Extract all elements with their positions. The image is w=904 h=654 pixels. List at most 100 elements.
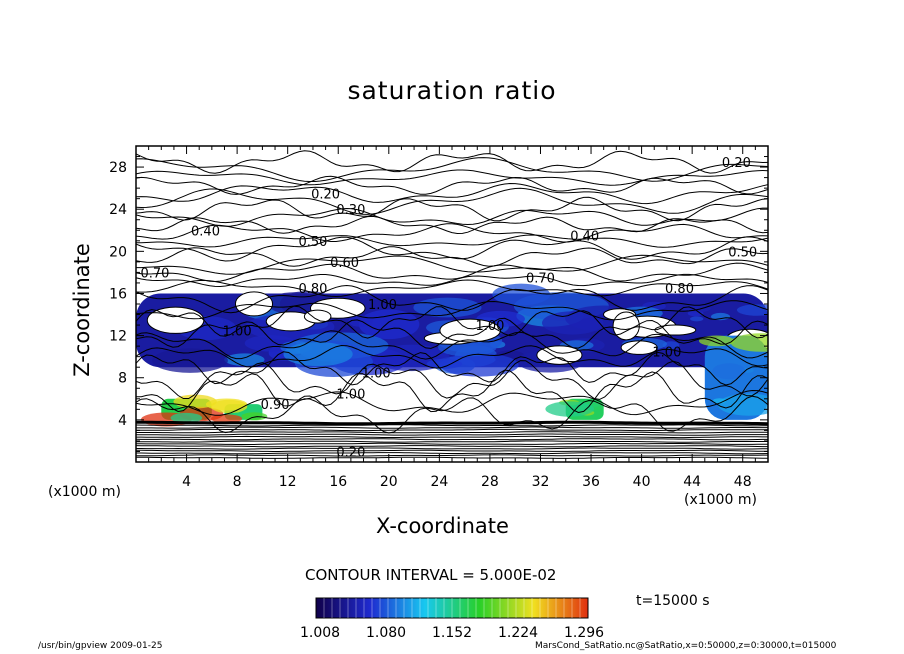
- contour-line: [136, 150, 768, 174]
- contour-line: [136, 262, 768, 283]
- shaded-blob: [224, 353, 265, 366]
- contour-line: [136, 424, 768, 427]
- contour-line: [136, 369, 768, 414]
- contour-line: [136, 196, 768, 222]
- subsaturated-pocket: [536, 345, 583, 365]
- shaded-blob: [358, 309, 420, 340]
- contour-line: [136, 175, 768, 195]
- contour-label: 0.80: [665, 282, 694, 297]
- contour-line: [136, 223, 768, 243]
- subsaturated-pocket: [439, 318, 501, 343]
- x-tick-label: 20: [380, 474, 398, 490]
- contour-line: [136, 360, 768, 400]
- contour-label: 0.30: [336, 203, 365, 218]
- contour-line: [136, 442, 768, 445]
- shaded-blob: [712, 363, 746, 380]
- contour-label: 0.20: [336, 445, 365, 460]
- colorbar-tick-label: 1.008: [300, 625, 340, 641]
- contour-line: [136, 279, 768, 298]
- colorbar-tick-label: 1.152: [432, 625, 472, 641]
- shaded-blob: [184, 299, 211, 308]
- x-unit-label-right: (x1000 m): [684, 492, 757, 508]
- contour-label: 1.00: [652, 345, 681, 360]
- contour-label: 0.60: [330, 256, 359, 271]
- x-tick-label: 40: [633, 474, 651, 490]
- contour-label: 0.90: [261, 398, 290, 413]
- y-axis-title: Z-coordinate: [70, 243, 94, 377]
- shaded-blob: [717, 393, 768, 416]
- shaded-blob: [662, 341, 680, 349]
- contour-lines: [136, 150, 768, 459]
- contour-line: [136, 187, 768, 215]
- contour-line: [136, 440, 768, 443]
- colorbar: [315, 597, 589, 619]
- y-tick-label: 12: [109, 329, 127, 345]
- contour-line: [136, 395, 768, 434]
- y-tick-label: 28: [109, 160, 127, 176]
- contour-label: 0.70: [526, 272, 555, 287]
- contour-label: 0.80: [298, 282, 327, 297]
- x-tick-label: 4: [182, 474, 191, 490]
- shaded-blob: [711, 312, 731, 321]
- contour-line: [136, 433, 768, 436]
- footer-left: /usr/bin/gpview 2009-01-25: [38, 641, 163, 651]
- contour-line: [136, 305, 768, 339]
- shaded-blob: [541, 311, 604, 335]
- contour-label: 0.50: [728, 245, 757, 260]
- contour-line: [136, 454, 768, 457]
- x-tick-label: 32: [532, 474, 550, 490]
- contour-line: [136, 254, 768, 275]
- contour-line: [136, 273, 768, 288]
- contour-label: 1.00: [336, 388, 365, 403]
- contour-line: [136, 330, 768, 360]
- shaded-blob: [690, 316, 704, 322]
- x-unit-label-left: (x1000 m): [48, 484, 121, 500]
- x-tick-label: 16: [329, 474, 347, 490]
- subsaturated-pocket: [303, 309, 332, 324]
- contour-line: [136, 456, 768, 459]
- shaded-blob: [241, 412, 268, 421]
- contour-interval-label: CONTOUR INTERVAL = 5.000E-02: [305, 566, 557, 584]
- contour-line: [136, 284, 768, 314]
- x-tick-label: 12: [279, 474, 297, 490]
- contour-label: 0.40: [191, 224, 220, 239]
- y-tick-label: 16: [109, 286, 127, 302]
- contour-line: [136, 389, 768, 416]
- contour-line: [136, 236, 768, 262]
- contour-line: [136, 445, 768, 448]
- contour-line: [136, 449, 768, 452]
- contour-line: [136, 438, 768, 441]
- shaded-blob: [545, 401, 595, 417]
- contour-line: [136, 157, 768, 182]
- colorbar-labels: 1.008 1.080 1.152 1.224 1.296: [300, 625, 604, 641]
- footer-right: MarsCond_SatRatio.nc@SatRatio,x=0:50000,…: [535, 641, 837, 651]
- x-tick-label: 28: [481, 474, 499, 490]
- chart-title: saturation ratio: [347, 76, 557, 105]
- time-label: t=15000 s: [636, 593, 710, 609]
- x-axis-title: X-coordinate: [376, 514, 509, 538]
- contour-line: [136, 426, 768, 429]
- contour-label: 1.00: [368, 298, 397, 313]
- contour-line: [136, 234, 768, 248]
- contour-label: 1.00: [223, 324, 252, 339]
- contour-label: 0.20: [311, 187, 340, 202]
- colorbar-tick-label: 1.080: [366, 625, 406, 641]
- contour-line: [136, 246, 768, 267]
- subsaturated-pocket: [146, 306, 205, 334]
- contour-line: [136, 420, 768, 426]
- subsaturated-pocket: [620, 340, 658, 355]
- colorbar-tick-label: 1.224: [498, 625, 538, 641]
- contour-label: 0.40: [570, 230, 599, 245]
- shaded-blob: [205, 398, 248, 411]
- x-tick-label: 44: [683, 474, 701, 490]
- contour-line: [136, 300, 768, 321]
- colorbar-stripes: [323, 598, 581, 618]
- shaded-field: [136, 283, 768, 427]
- contour-label: 1.00: [475, 319, 504, 334]
- contour-line: [136, 182, 768, 205]
- contour-line: [136, 428, 768, 432]
- y-tick-label: 4: [118, 413, 127, 429]
- contour-line: [136, 169, 768, 186]
